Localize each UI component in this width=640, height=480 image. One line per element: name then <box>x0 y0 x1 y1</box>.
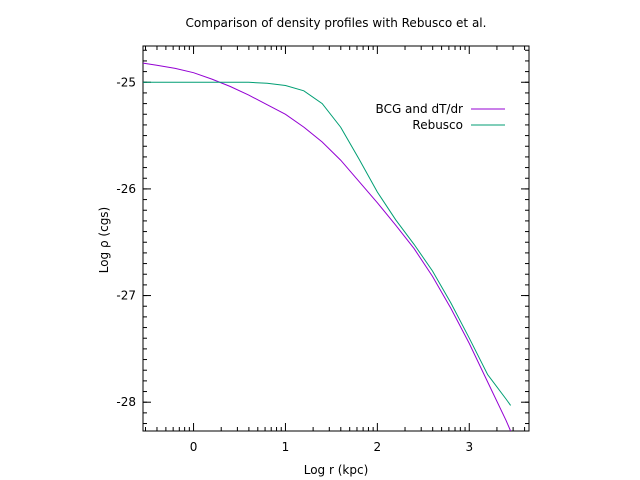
plot-border <box>142 45 530 432</box>
tick-labels: 0 1 2 3 -25 -26 -27 -28 <box>116 75 473 454</box>
y-tick-label: -28 <box>116 395 136 409</box>
x-axis-label: Log r (kpc) <box>304 463 369 477</box>
series-lines <box>143 62 512 431</box>
y-tick-label: -26 <box>116 182 136 196</box>
x-tick-label: 1 <box>282 440 290 454</box>
series-line-0 <box>143 62 512 431</box>
chart-title: Comparison of density profiles with Rebu… <box>186 16 487 30</box>
x-tick-label: 3 <box>465 440 473 454</box>
legend-label: Rebusco <box>412 118 463 132</box>
plot-frame <box>142 45 530 432</box>
y-tick-label: -27 <box>116 289 136 303</box>
legend-label: BCG and dT/dr <box>376 102 464 116</box>
x-tick-label: 2 <box>374 440 382 454</box>
series-line-1 <box>143 81 512 406</box>
legend: BCG and dT/dr Rebusco <box>376 102 505 132</box>
y-axis-label: Log ρ (cgs) <box>97 207 111 274</box>
x-tick-label: 0 <box>190 440 198 454</box>
y-tick-label: -25 <box>116 75 136 89</box>
